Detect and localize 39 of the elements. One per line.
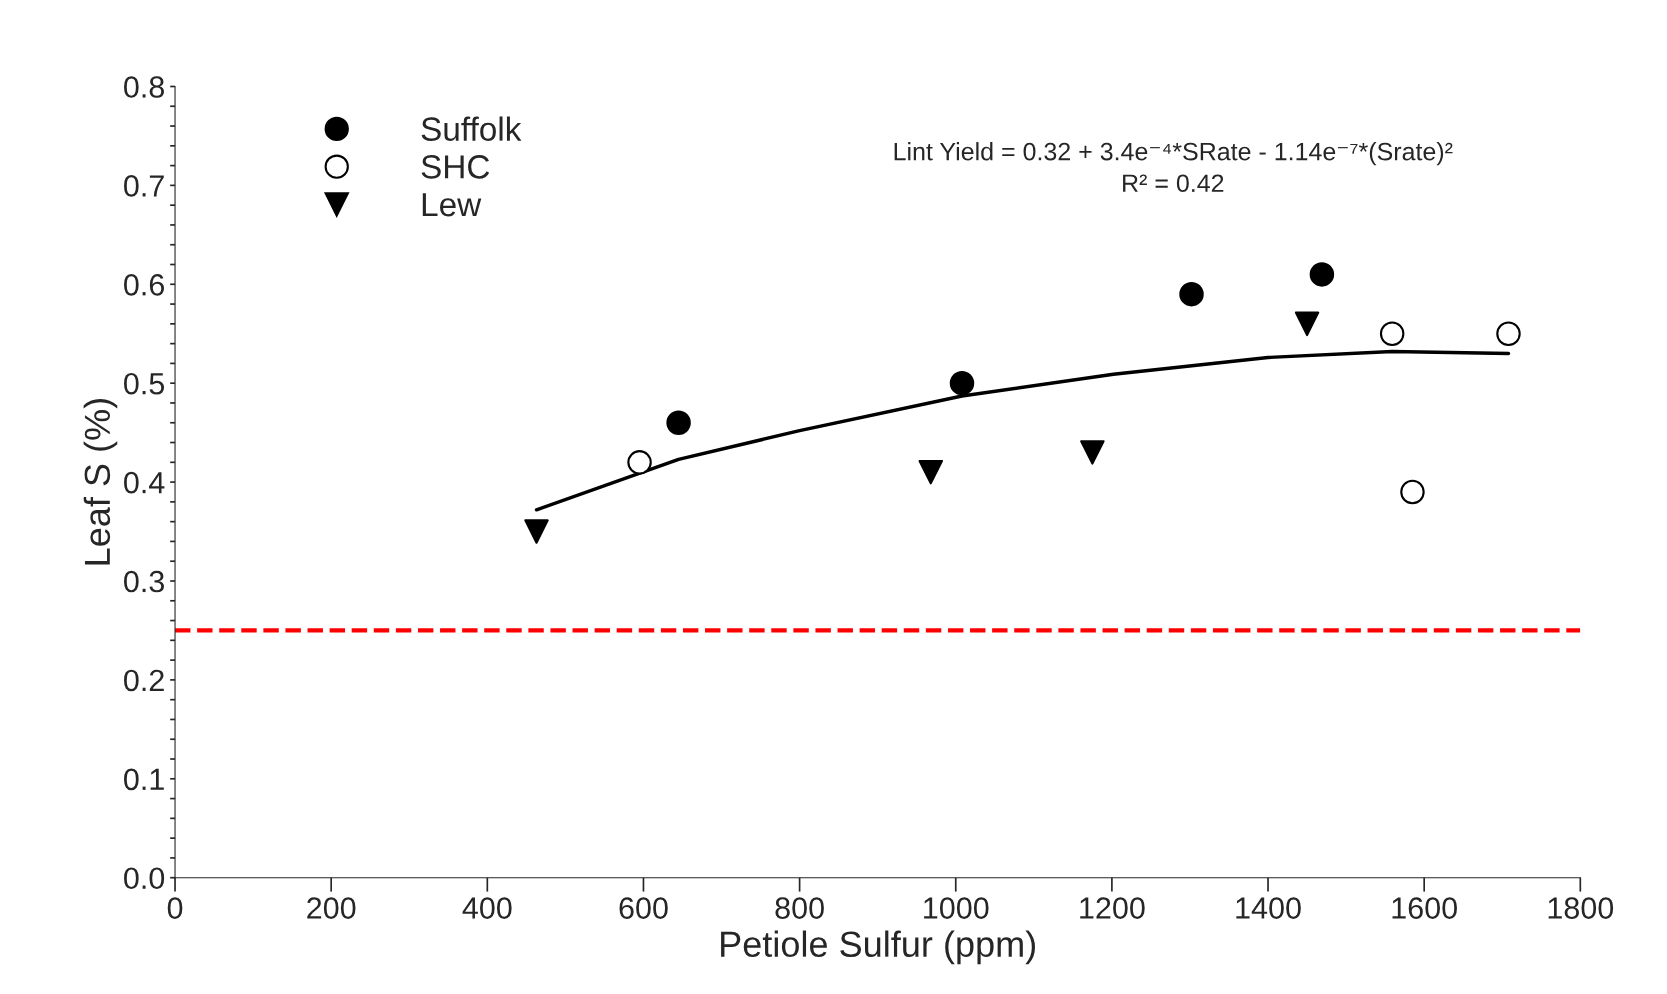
legend-label: Lew bbox=[422, 193, 482, 217]
x-tick-label: 400 bbox=[462, 897, 512, 919]
annotation: Lint Yield = 0.32 + 3.4e⁻⁴*SRate - 1.14e⁻⁷*(Srate)² bbox=[894, 142, 1453, 166]
point bbox=[524, 519, 549, 544]
legend-label: Suffolk bbox=[421, 116, 522, 141]
point bbox=[1496, 321, 1521, 346]
point bbox=[949, 370, 975, 396]
legend-label: SHC bbox=[421, 155, 490, 179]
y-axis-title: Leaf S (%) bbox=[83, 399, 118, 565]
point bbox=[1309, 262, 1335, 287]
y-tick-label: 0.7 bbox=[124, 175, 164, 197]
x-tick-label: 1600 bbox=[1392, 897, 1457, 919]
y-tick-label: 0.0 bbox=[124, 867, 165, 890]
point bbox=[666, 410, 691, 435]
x-tick-label: 1400 bbox=[1236, 897, 1301, 919]
point bbox=[1080, 440, 1105, 465]
x-tick-label: 1800 bbox=[1548, 897, 1614, 919]
line-series bbox=[534, 349, 1511, 512]
x-tick-label: 800 bbox=[775, 897, 824, 919]
y-tick-label: 0.8 bbox=[124, 76, 164, 98]
y-tick-label: 0.4 bbox=[124, 471, 165, 494]
y-tick-label: 0.3 bbox=[124, 570, 164, 593]
x-tick-label: 0 bbox=[167, 897, 183, 919]
point bbox=[1379, 321, 1405, 346]
point bbox=[918, 459, 943, 485]
x-tick-label: 600 bbox=[619, 897, 668, 919]
x-tick-label: 1000 bbox=[924, 897, 989, 919]
y-tick-label: 0.6 bbox=[124, 274, 164, 296]
x-tick-label: 1200 bbox=[1080, 897, 1145, 919]
point bbox=[627, 450, 652, 475]
point bbox=[1179, 281, 1204, 307]
x-tick-label: 200 bbox=[307, 897, 356, 919]
y-tick-label: 0.5 bbox=[124, 372, 165, 395]
point bbox=[1294, 311, 1320, 337]
y-tick-label: 0.2 bbox=[124, 669, 164, 692]
annotation: R² = 0.42 bbox=[1123, 174, 1224, 193]
y-tick-label: 0.1 bbox=[124, 768, 164, 791]
x-axis-title: Petiole Sulfur (ppm) bbox=[721, 930, 1035, 965]
point bbox=[1400, 479, 1425, 505]
